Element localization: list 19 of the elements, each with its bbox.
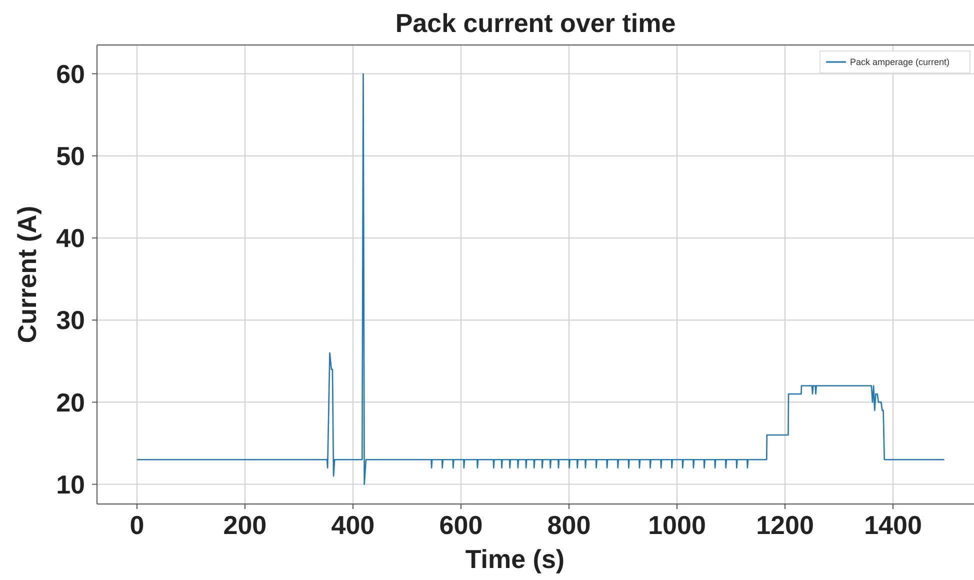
y-tick-label: 50 [56,140,85,171]
line-series [136,73,945,485]
x-tick-label: 1200 [756,510,814,540]
y-tick-label: 40 [56,223,85,254]
y-tick-label: 60 [56,58,85,89]
x-tick-label: 1400 [864,510,922,540]
y-tick-label: 10 [56,469,85,500]
x-axis-title: Time (s) [465,544,565,574]
legend-label: Pack amperage (current) [850,57,950,68]
x-tick-label: 800 [547,510,591,540]
y-tick-label: 20 [56,387,85,418]
x-tick-label: 600 [439,510,483,540]
chart-title: Pack current over time [395,8,676,38]
x-tick-label: 200 [223,510,267,540]
y-tick-label: 30 [56,305,85,336]
x-tick-label: 1000 [648,510,706,540]
x-tick-label: 400 [331,510,375,540]
x-tick-label: 0 [130,510,144,540]
y-axis-title: Current (A) [12,206,42,344]
